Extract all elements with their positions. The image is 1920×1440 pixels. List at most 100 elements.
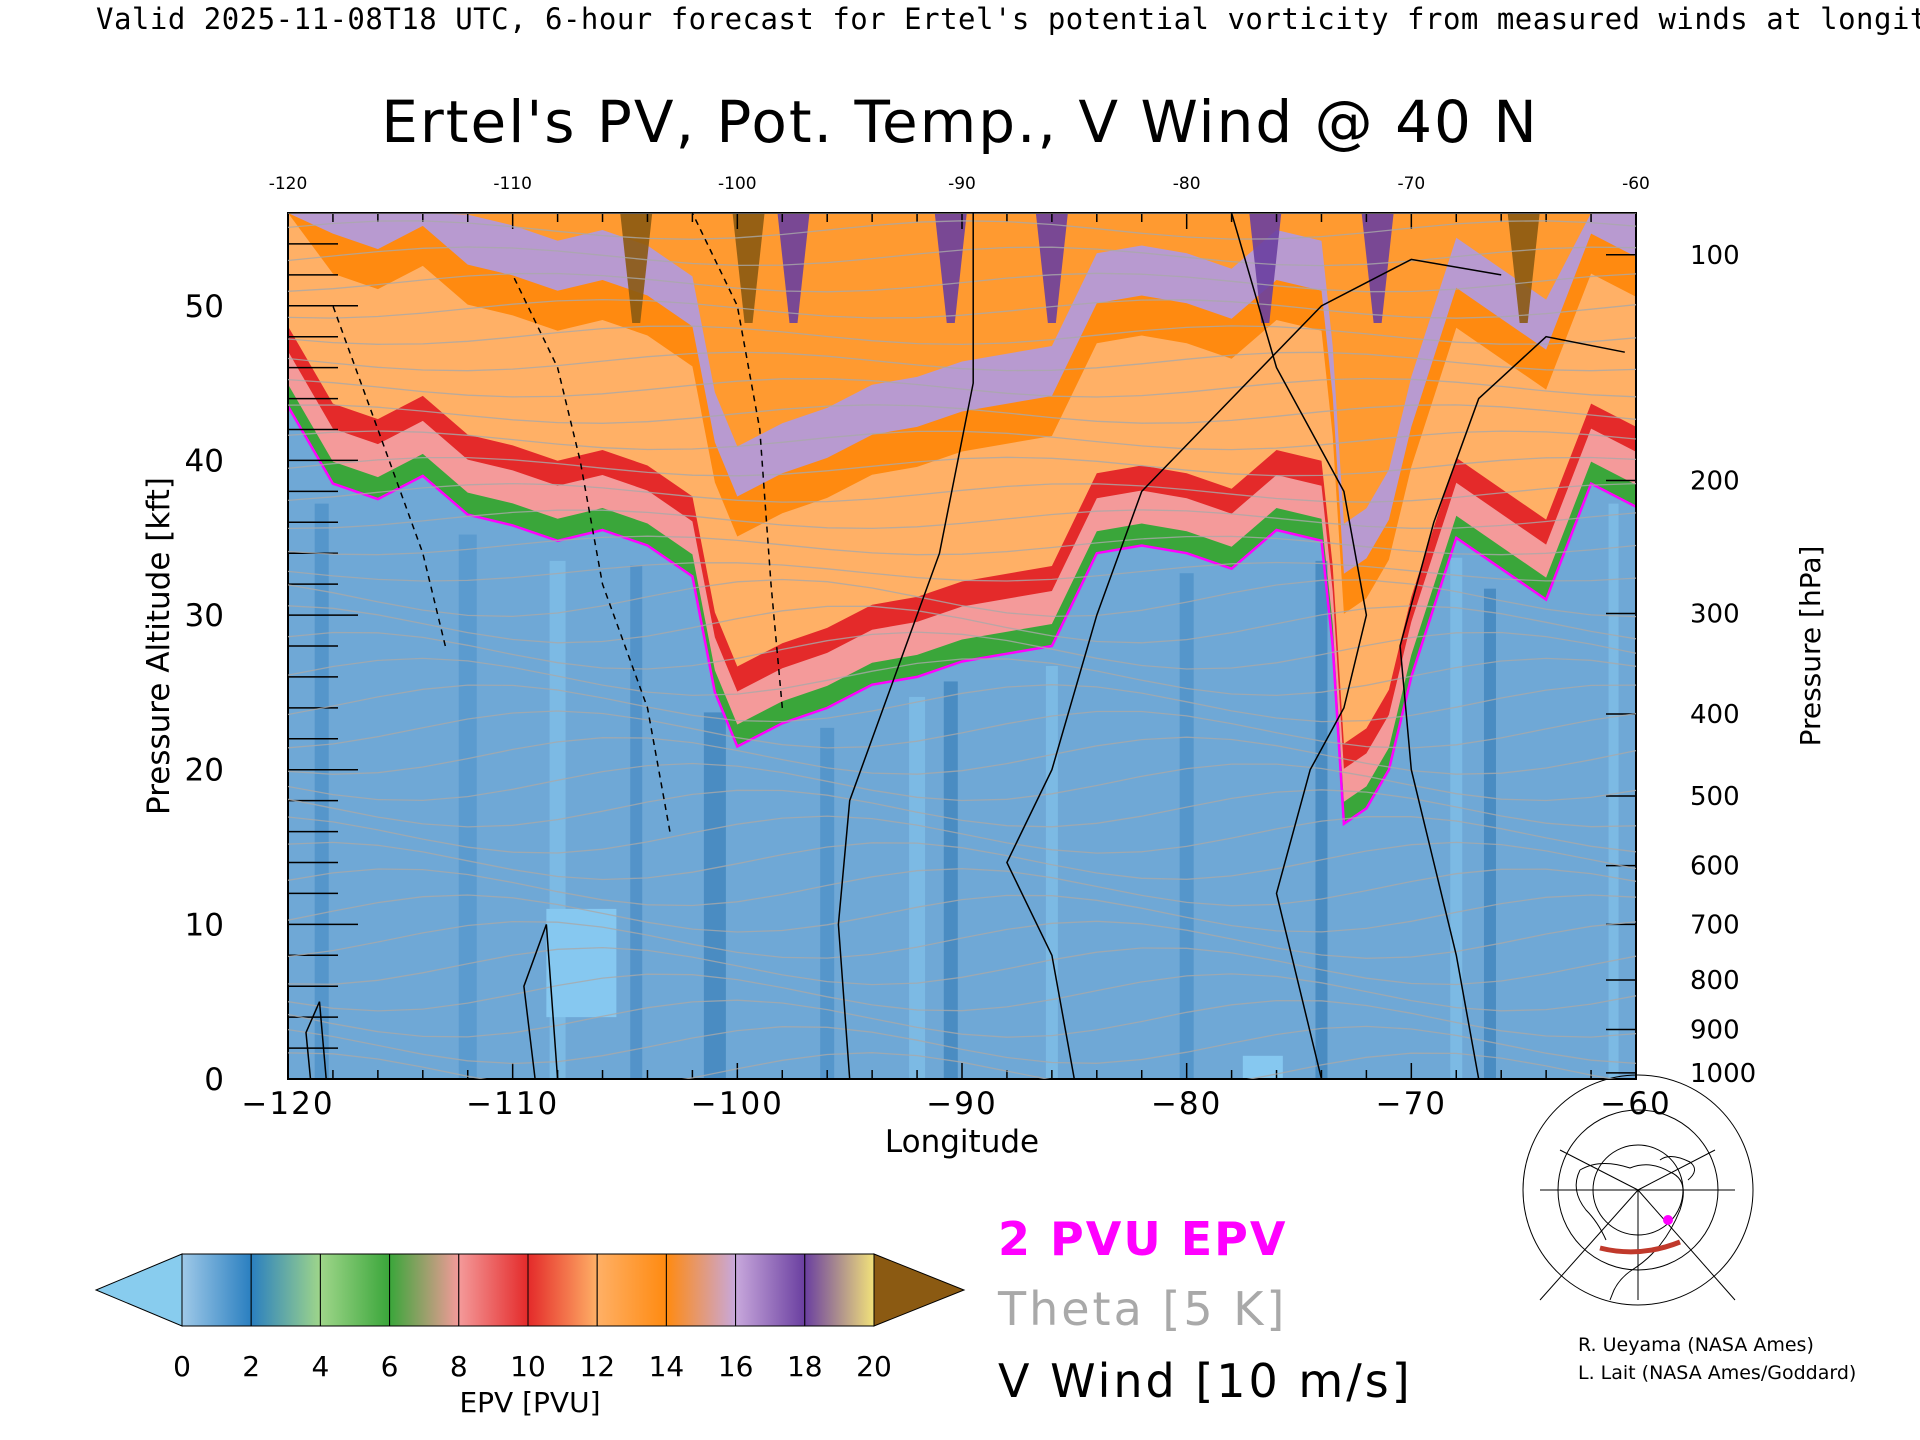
- pv2-tropopause-line: [288, 405, 1636, 827]
- colorbar-tick-label: 4: [311, 1350, 329, 1383]
- theta-contour: [288, 973, 1636, 1012]
- y2-axis-label: Pressure [hPa]: [1794, 546, 1827, 747]
- epv-field: [288, 213, 1636, 1079]
- theta-contour: [288, 841, 1636, 881]
- y2-tick-label: 200: [1690, 467, 1740, 497]
- y2-tick-label: 600: [1690, 852, 1740, 882]
- colorbar-tick-labels: 0 2 4 6 8 10 12 14 16 18 20: [173, 1350, 892, 1383]
- y2-tick-label: 400: [1690, 700, 1740, 730]
- epv-streak: [1608, 503, 1619, 1079]
- epv-streak: [1045, 666, 1058, 1079]
- theta-contour: [288, 894, 1636, 933]
- v-wind-contour: [332, 305, 447, 647]
- colorbar-tick-label: 20: [856, 1350, 892, 1383]
- colorbar-segment: [389, 1253, 460, 1327]
- y2-tick-label: 500: [1690, 782, 1740, 812]
- theta-contour: [288, 762, 1636, 802]
- theta-contour: [288, 657, 1636, 697]
- v-wind-contour: [1006, 258, 1502, 1079]
- colorbar-tick-label: 0: [173, 1350, 191, 1383]
- colorbar-tick-label: 16: [718, 1350, 754, 1383]
- epv-streak: [1483, 588, 1496, 1079]
- epv-spike: [934, 213, 967, 323]
- epv-streak: [1315, 560, 1328, 1079]
- y2-tick-labels: 1000 900 800 700 600 500 400 300 200 100: [1690, 241, 1756, 1089]
- x-tick-label: −120: [241, 1086, 334, 1122]
- theta-contour: [288, 535, 1636, 556]
- legend-2pvu-epv: 2 PVU EPV: [998, 1212, 1288, 1266]
- credit-line-2: L. Lait (NASA Ames/Goddard): [1578, 1362, 1857, 1384]
- epv-streak: [1450, 557, 1463, 1079]
- colorbar-segment: [181, 1253, 252, 1327]
- x-tick-label: −70: [1376, 1086, 1447, 1122]
- colorbar-tick-label: 10: [510, 1350, 546, 1383]
- y2-tick-label: 1000: [1690, 1059, 1756, 1089]
- colorbar-segment: [319, 1253, 391, 1327]
- x-tick-label: −60: [1600, 1086, 1671, 1122]
- y-tick-label: 0: [204, 1062, 224, 1098]
- theta-contour: [288, 272, 1636, 293]
- theta-contour: [288, 946, 1636, 986]
- x-top-tick-label: -90: [948, 174, 976, 194]
- x-tick-label: −90: [926, 1086, 997, 1122]
- legend-theta: Theta [5 K]: [998, 1282, 1288, 1336]
- colorbar: [94, 1253, 966, 1327]
- colorbar-tick-label: 14: [649, 1350, 685, 1383]
- epv-spike: [1249, 213, 1282, 323]
- colorbar-tick-label: 8: [450, 1350, 468, 1383]
- legend-v-wind: V Wind [10 m/s]: [998, 1354, 1413, 1408]
- contour-lines: [288, 213, 1636, 1079]
- x-top-tick-label: -80: [1173, 174, 1201, 194]
- colorbar-segment: [665, 1253, 737, 1327]
- axis-ticks: [287, 212, 1637, 1080]
- theta-contour: [288, 325, 1636, 346]
- v-wind-contour: [305, 1001, 327, 1079]
- colorbar-segment: [458, 1253, 529, 1327]
- x-top-tick-labels: -120 -110 -100 -90 -80 -70 -60: [269, 174, 1650, 194]
- y2-tick-label: 300: [1690, 600, 1740, 630]
- epv-streak: [458, 534, 477, 1079]
- colorbar-segment: [804, 1253, 875, 1327]
- x-top-tick-label: -60: [1622, 174, 1650, 194]
- theta-contour: [288, 509, 1636, 530]
- v-wind-contour: [837, 213, 974, 1079]
- epv-spike: [1361, 213, 1394, 323]
- x-axis-label: Longitude: [885, 1124, 1039, 1160]
- x-tick-label: −100: [691, 1086, 784, 1122]
- theta-contour: [288, 404, 1636, 424]
- v-wind-contour: [523, 924, 559, 1079]
- theta-contour: [288, 684, 1636, 723]
- epv-band-troposphere: [288, 406, 1636, 1079]
- epv-spike: [620, 213, 653, 323]
- colorbar-tick-label: 6: [381, 1350, 399, 1383]
- theta-contour: [288, 920, 1636, 959]
- colorbar-over-arrow: [873, 1253, 966, 1327]
- epv-spike: [1507, 213, 1540, 323]
- colorbar-segment: [527, 1253, 598, 1327]
- theta-contour: [288, 631, 1636, 670]
- x-top-tick-label: -70: [1397, 174, 1425, 194]
- y-tick-label: 40: [185, 443, 224, 479]
- colorbar-tick-label: 12: [579, 1350, 615, 1383]
- x-tick-label: −110: [466, 1086, 559, 1122]
- epv-streak: [943, 681, 958, 1079]
- credit-line-1: R. Ueyama (NASA Ames): [1578, 1334, 1814, 1356]
- colorbar-under-arrow: [94, 1253, 183, 1327]
- epv-spike: [777, 213, 810, 323]
- epv-streak: [909, 696, 926, 1079]
- y-tick-labels: 0 10 20 30 40 50: [185, 289, 224, 1098]
- theta-contour: [288, 868, 1636, 907]
- y-axis-label: Pressure Altitude [kft]: [141, 477, 177, 815]
- colorbar-segment: [735, 1253, 806, 1327]
- y-tick-label: 10: [185, 907, 224, 943]
- x-tick-labels: −120 −110 −100 −90 −80 −70 −60: [241, 1086, 1671, 1122]
- theta-contour: [288, 430, 1636, 451]
- x-top-tick-label: -120: [269, 174, 308, 194]
- y2-tick-label: 700: [1690, 910, 1740, 940]
- epv-spike: [732, 213, 765, 323]
- epv-streak: [630, 565, 643, 1079]
- theta-contour: [288, 456, 1636, 477]
- valid-time-header: Valid 2025-11-08T18 UTC, 6-hour forecast…: [96, 2, 1920, 36]
- epv-patch: [1242, 1055, 1283, 1079]
